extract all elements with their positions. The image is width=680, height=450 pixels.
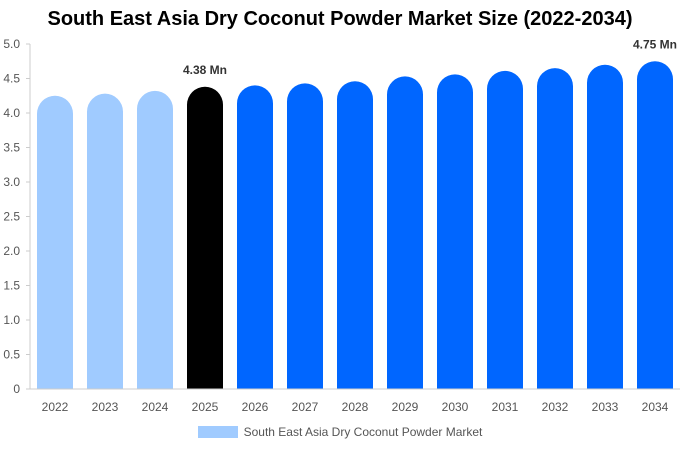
bar-2023: [87, 93, 123, 390]
bar-2034: [637, 61, 673, 389]
data-label: 4.75 Mn: [633, 37, 677, 51]
legend-label: South East Asia Dry Coconut Powder Marke…: [243, 425, 483, 439]
y-tick-label: 5.0: [3, 37, 20, 51]
y-tick-label: 3.0: [3, 175, 20, 189]
y-axis: 0 0.5 1.0 1.5 2.0 2.5 3.0 3.5 4.0 4.5 5.0: [3, 37, 31, 396]
x-tick-label: 2031: [492, 400, 519, 414]
x-tick-label: 2034: [642, 400, 669, 414]
y-tick-label: 2.0: [3, 244, 20, 258]
x-tick-label: 2028: [342, 400, 369, 414]
bar-2026: [237, 85, 273, 390]
x-tick-label: 2030: [442, 400, 469, 414]
y-tick-label: 0.5: [3, 348, 20, 362]
y-tick-label: 3.5: [3, 141, 20, 155]
legend-swatch: [197, 426, 238, 438]
x-tick-label: 2026: [242, 400, 269, 414]
y-tick-label: 4.5: [3, 72, 20, 86]
x-tick-label: 2027: [292, 400, 319, 414]
bar-2031: [487, 70, 523, 389]
legend: South East Asia Dry Coconut Powder Marke…: [0, 425, 680, 439]
x-tick-label: 2029: [392, 400, 419, 414]
bar-2033: [587, 64, 623, 389]
x-tick-label: 2033: [592, 400, 619, 414]
y-tick-label: 0: [13, 382, 20, 396]
x-tick-label: 2023: [92, 400, 119, 414]
x-tick-label: 2032: [542, 400, 569, 414]
bar-2032: [537, 68, 573, 390]
x-axis: 2022 2023 2024 2025 2026 2027 2028 2029 2030 2031…: [30, 388, 680, 414]
data-label: 4.38 Mn: [183, 63, 227, 77]
bar-2030: [437, 74, 473, 390]
x-tick-label: 2022: [42, 400, 69, 414]
y-tick-label: 1.0: [3, 313, 20, 327]
chart-title: South East Asia Dry Coconut Powder Marke…: [47, 8, 633, 30]
bar-2024: [137, 90, 173, 390]
bars-group: [37, 61, 673, 390]
bar-2028: [337, 81, 373, 389]
bar-2022: [37, 95, 73, 389]
bar-2025: [187, 86, 223, 389]
data-labels-group: 4.38 Mn 4.75 Mn: [183, 37, 677, 77]
bar-2029: [387, 76, 423, 390]
y-tick-label: 2.5: [3, 210, 20, 224]
y-tick-label: 4.0: [3, 106, 20, 120]
bar-2027: [287, 83, 323, 389]
x-tick-label: 2025: [192, 400, 219, 414]
x-tick-label: 2024: [142, 400, 169, 414]
y-tick-label: 1.5: [3, 279, 20, 293]
